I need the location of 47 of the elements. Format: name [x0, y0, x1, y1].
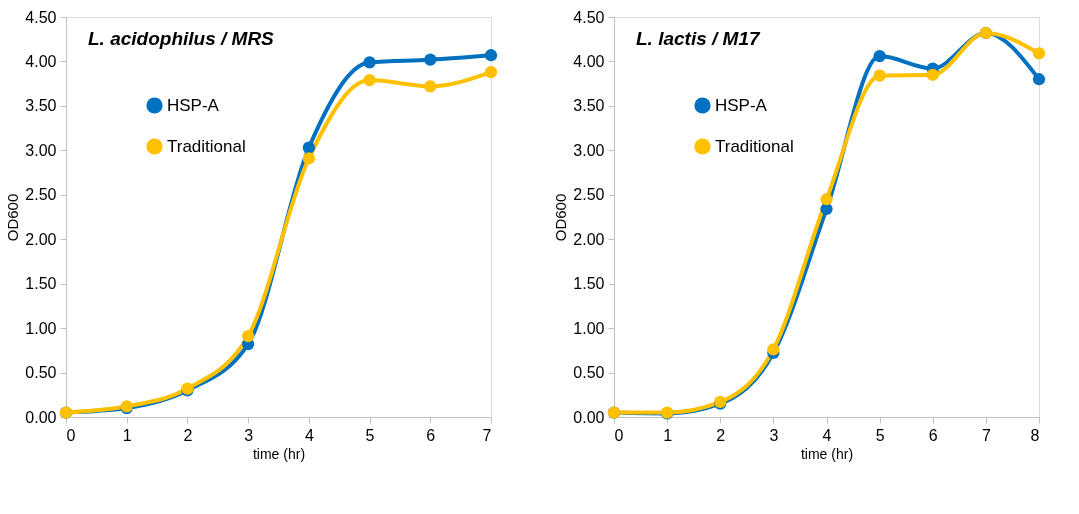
x-tick-label: 2 [716, 426, 726, 444]
x-tick-label: 7 [482, 426, 492, 444]
x-tick-label: 5 [875, 426, 885, 444]
y-tick-label: 1.00 [25, 319, 57, 337]
x-tick-label: 6 [928, 426, 938, 444]
y-axis-title: OD600 [552, 193, 570, 242]
y-tick-label: 3.00 [25, 141, 57, 159]
y-tick-label: 0.50 [573, 364, 605, 382]
x-tick-label: 3 [244, 426, 254, 444]
text: L. acidophilus / MRS [88, 28, 275, 49]
x-tick-label: 2 [183, 426, 193, 444]
legend-label: Traditional [715, 136, 794, 156]
y-tick-label: 1.50 [573, 275, 605, 293]
text: L. lactis / M17 [636, 28, 761, 49]
y-tick-label: 0.50 [25, 364, 57, 382]
y-tick-label: 4.50 [25, 8, 57, 26]
x-tick-label: 6 [426, 426, 436, 444]
x-tick-label: 1 [122, 426, 132, 444]
legend-label: Traditional [167, 136, 246, 156]
x-tick-label: 3 [769, 426, 779, 444]
y-axis-title: OD600 [4, 193, 22, 242]
y-tick-label: 0.00 [25, 408, 57, 426]
x-tick-label: 4 [822, 426, 832, 444]
y-tick-label: 3.50 [25, 97, 57, 115]
x-tick-label: 0 [66, 426, 76, 444]
y-tick-label: 4.00 [25, 52, 57, 70]
x-tick-label: 8 [1030, 426, 1040, 444]
y-tick-label: 4.00 [573, 52, 605, 70]
y-tick-label: 1.50 [25, 275, 57, 293]
x-tick-label: 1 [663, 426, 673, 444]
y-tick-label: 3.50 [573, 97, 605, 115]
x-axis-title: time (hr) [800, 445, 854, 462]
y-tick-label: 2.00 [25, 230, 57, 248]
x-tick-label: 7 [981, 426, 991, 444]
y-tick-label: 1.00 [573, 319, 605, 337]
y-tick-label: 2.50 [25, 186, 57, 204]
legend-label: HSP-A [715, 95, 768, 115]
y-tick-label: 4.50 [573, 8, 605, 26]
y-tick-label: 2.00 [573, 230, 605, 248]
y-tick-label: 3.00 [573, 141, 605, 159]
x-tick-label: 5 [365, 426, 375, 444]
x-axis-title: time (hr) [252, 445, 306, 462]
x-tick-label: 4 [304, 426, 314, 444]
y-tick-label: 2.50 [573, 186, 605, 204]
legend-label: HSP-A [167, 95, 220, 115]
y-tick-label: 0.00 [573, 408, 605, 426]
x-tick-label: 0 [614, 426, 624, 444]
